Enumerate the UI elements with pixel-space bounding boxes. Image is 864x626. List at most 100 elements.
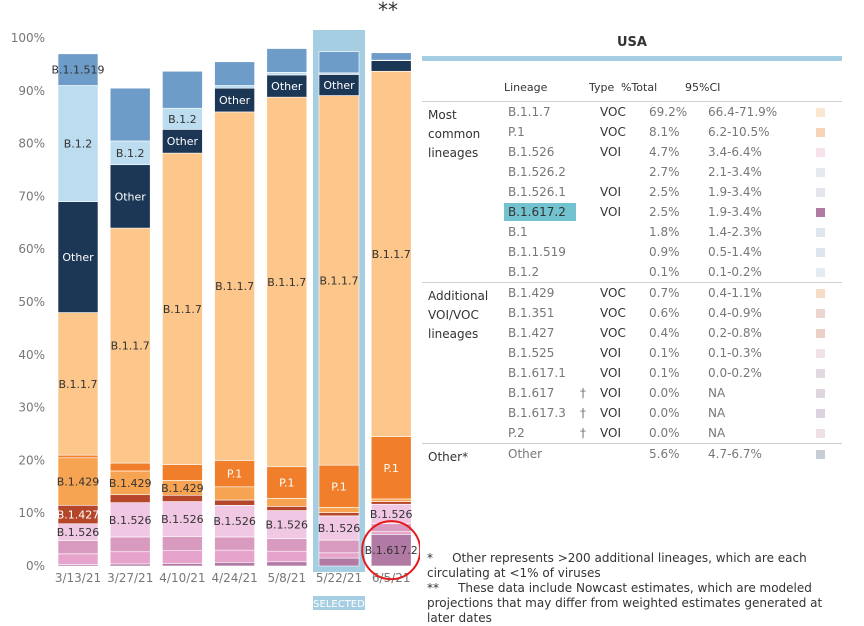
- cell-ci: 0.1-0.3%: [708, 346, 762, 360]
- table-row[interactable]: B.1.2 0.1% 0.1-0.2%: [422, 262, 842, 282]
- table-row[interactable]: B.1.427 VOC 0.4% 0.2-0.8%: [422, 323, 842, 343]
- footnote-nowcast: ** These data include Nowcast estimates,…: [427, 581, 823, 625]
- bar-segment-b-1-526-1: [370, 531, 412, 535]
- table-row[interactable]: B.1 1.8% 1.4-2.3%: [422, 222, 842, 242]
- bar-label-b-1-429: B.1.429: [109, 477, 152, 490]
- table-row[interactable]: B.1.617.1 VOI 0.1% 0.0-0.2%: [422, 363, 842, 383]
- bar-segment-b-1-617-2: [214, 562, 255, 567]
- bar-segment-b-1-526-1: [57, 553, 99, 565]
- table-header: Lineage Type %Total 95%CI: [422, 61, 842, 101]
- group-label: Additional VOI/VOC lineages: [428, 289, 489, 341]
- bar-label-other: Other: [219, 94, 251, 107]
- bar-segment-b-1-526-1: [109, 551, 151, 565]
- bar-segment-b-1-2: [57, 85, 99, 202]
- selected-tag-label: SELECTED: [313, 599, 365, 610]
- y-tick-label: 40%: [18, 348, 45, 362]
- cell-lineage: B.1.617.3: [508, 406, 566, 420]
- bar-segment-b-1-1-7: [57, 312, 99, 456]
- bar-segment-b-1-526-2: [109, 536, 151, 553]
- bar-segment-b-1-2: [214, 85, 255, 89]
- bar-segment-b-1-1-7: [318, 95, 360, 466]
- bar-segment-b-1-526-2: [214, 536, 255, 551]
- cell-type: VOI: [600, 426, 621, 440]
- cell-total: 5.6%: [649, 447, 680, 461]
- table-row[interactable]: B.1.526.1 VOI 2.5% 1.9-3.4%: [422, 182, 842, 202]
- cell-total: 0.9%: [649, 245, 680, 259]
- bar-segment-p-1: [57, 454, 99, 459]
- cell-total: 0.1%: [649, 265, 680, 279]
- bar-segment-b-1-526-1: [318, 552, 360, 559]
- table-row[interactable]: B.1.617 † VOI 0.0% NA: [422, 383, 842, 403]
- table-row[interactable]: B.1.617.2 VOI 2.5% 1.9-3.4%: [422, 202, 842, 222]
- cell-ci: 0.4-1.1%: [708, 286, 762, 300]
- bar-segment-p-1: [109, 462, 151, 472]
- bar-segment-b-1-526-2: [162, 536, 203, 551]
- lineage-highlight: [504, 203, 576, 221]
- table-row[interactable]: B.1.1.7 VOC 69.2% 66.4-71.9%: [422, 102, 842, 122]
- bar-label-p-1: P.1: [383, 462, 398, 475]
- table-row[interactable]: B.1.526.2 2.7% 2.1-3.4%: [422, 162, 842, 182]
- cell-lineage: B.1.617: [508, 386, 555, 400]
- lineage-group: Most common lineages B.1.1.7 VOC 69.2% 66.4-…: [422, 101, 842, 282]
- cell-ci: 6.2-10.5%: [708, 125, 770, 139]
- table-row[interactable]: B.1.1.519 0.9% 0.5-1.4%: [422, 242, 842, 262]
- color-swatch: [816, 389, 825, 398]
- annotation-circle: [361, 520, 420, 581]
- table-row[interactable]: P.1 VOC 8.1% 6.2-10.5%: [422, 122, 842, 142]
- selected-tag: [313, 596, 365, 610]
- nowcast-marker: **: [378, 0, 398, 22]
- table-row[interactable]: B.1.429 VOC 0.7% 0.4-1.1%: [422, 283, 842, 303]
- color-swatch: [816, 128, 825, 137]
- cell-type: VOI: [600, 346, 621, 360]
- table-row[interactable]: P.2 † VOI 0.0% NA: [422, 423, 842, 443]
- bar-segment-b-1-427: [214, 499, 255, 506]
- bar-segment-b-1-526-1: [266, 550, 308, 563]
- cell-dagger: †: [580, 386, 586, 400]
- table-row[interactable]: B.1.525 VOI 0.1% 0.1-0.3%: [422, 343, 842, 363]
- table-row[interactable]: B.1.526 VOI 4.7% 3.4-6.4%: [422, 142, 842, 162]
- cell-lineage: B.1.617.1: [508, 366, 566, 380]
- bar-label-b-1-2: B.1.2: [168, 113, 197, 126]
- cell-total: 0.6%: [649, 306, 680, 320]
- color-swatch: [816, 148, 825, 157]
- y-tick-label: 80%: [18, 137, 45, 151]
- bar-segment-b-1-617-2: [266, 561, 308, 567]
- x-tick-label: 5/22/21: [316, 571, 362, 585]
- cell-type: VOC: [600, 326, 626, 340]
- cell-ci: NA: [708, 426, 726, 440]
- bar-segment-b-1-429: [370, 498, 412, 502]
- table-row[interactable]: B.1.351 VOC 0.6% 0.4-0.9%: [422, 303, 842, 323]
- bar-segment-b-1-1-7: [266, 96, 308, 468]
- bar-segment-b-1-427: [162, 494, 203, 502]
- group-label: Other*: [428, 450, 469, 464]
- bar-label-b-1-429: B.1.429: [161, 482, 204, 495]
- cell-lineage: P.1: [508, 125, 525, 139]
- cell-lineage: B.1.427: [508, 326, 555, 340]
- bar-segment-p-1: [162, 464, 203, 481]
- bar-label-other: Other: [323, 79, 355, 92]
- cell-dagger: †: [580, 426, 586, 440]
- table-row[interactable]: B.1.617.3 † VOI 0.0% NA: [422, 403, 842, 423]
- bar-segment-b-1-429: [214, 486, 255, 501]
- bar-label-b-1-1-7: B.1.1.7: [111, 340, 150, 353]
- bar-segment-b-1-617-2: [162, 563, 203, 567]
- bar-segment-b-1-427: [318, 512, 360, 517]
- bar-segment-b-1-526-2: [57, 540, 99, 555]
- bar-segment-b-1-1-7: [162, 152, 203, 465]
- color-swatch: [816, 188, 825, 197]
- cell-ci: 66.4-71.9%: [708, 105, 778, 119]
- cell-ci: 1.9-3.4%: [708, 205, 762, 219]
- x-tick-label: 3/27/21: [107, 571, 153, 585]
- bar-label-b-1-429: B.1.429: [57, 476, 100, 489]
- cell-type: VOI: [600, 386, 621, 400]
- cell-lineage: Other: [508, 447, 543, 461]
- cell-type: VOI: [600, 406, 621, 420]
- bar-label-b-1-1-7: B.1.1.7: [215, 280, 254, 293]
- cell-lineage: B.1.526.1: [508, 185, 566, 199]
- cell-lineage: B.1.1.7: [508, 105, 551, 119]
- bar-segment-b-1-526-2: [266, 538, 308, 552]
- group-label: Most common lineages: [428, 108, 481, 160]
- table-row[interactable]: Other 5.6% 4.7-6.7%: [422, 444, 842, 464]
- cell-ci: 1.9-3.4%: [708, 185, 762, 199]
- cell-lineage: B.1.526: [508, 145, 555, 159]
